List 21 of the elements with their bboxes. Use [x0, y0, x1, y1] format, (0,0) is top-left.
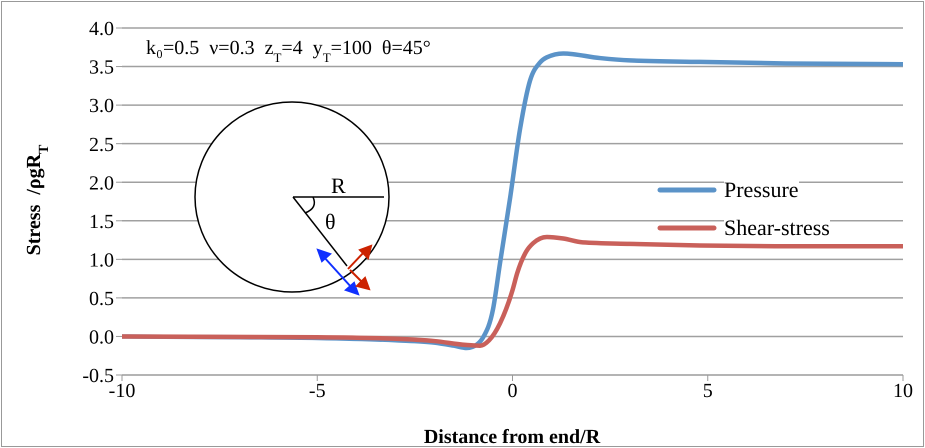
annotation: k₀=0.5 ν=0.3 z$_{T}$=4 y$_{T}$=100 θ=45° — [146, 37, 431, 64]
y-tick-label: 1.0 — [89, 249, 114, 272]
y-tick-label: 4.0 — [89, 18, 114, 40]
y-tick-label: 2.5 — [89, 134, 114, 156]
y-tick-label: 2.0 — [89, 172, 114, 194]
y-tick-label: 0.0 — [89, 326, 114, 349]
line-series — [122, 234, 903, 348]
legend-label: Pressure — [724, 177, 799, 203]
legend-label: Shear-stress — [724, 215, 830, 241]
x-tick-label: 10 — [893, 380, 913, 402]
annotation: R — [331, 173, 346, 198]
annotation: θ — [325, 209, 336, 234]
y-tick-label: 3.5 — [89, 56, 114, 79]
y-tick-label: 1.5 — [89, 210, 114, 233]
x-tick-label: 5 — [702, 380, 713, 402]
y-tick-label: 3.0 — [89, 95, 114, 118]
x-tick-label: 0 — [508, 380, 518, 402]
x-tick-label: -5 — [308, 380, 326, 402]
x-axis-title: Distance from end/R — [424, 426, 601, 448]
y-tick-label: 0.5 — [89, 288, 114, 310]
y-tick-label: -0.5 — [82, 365, 114, 388]
